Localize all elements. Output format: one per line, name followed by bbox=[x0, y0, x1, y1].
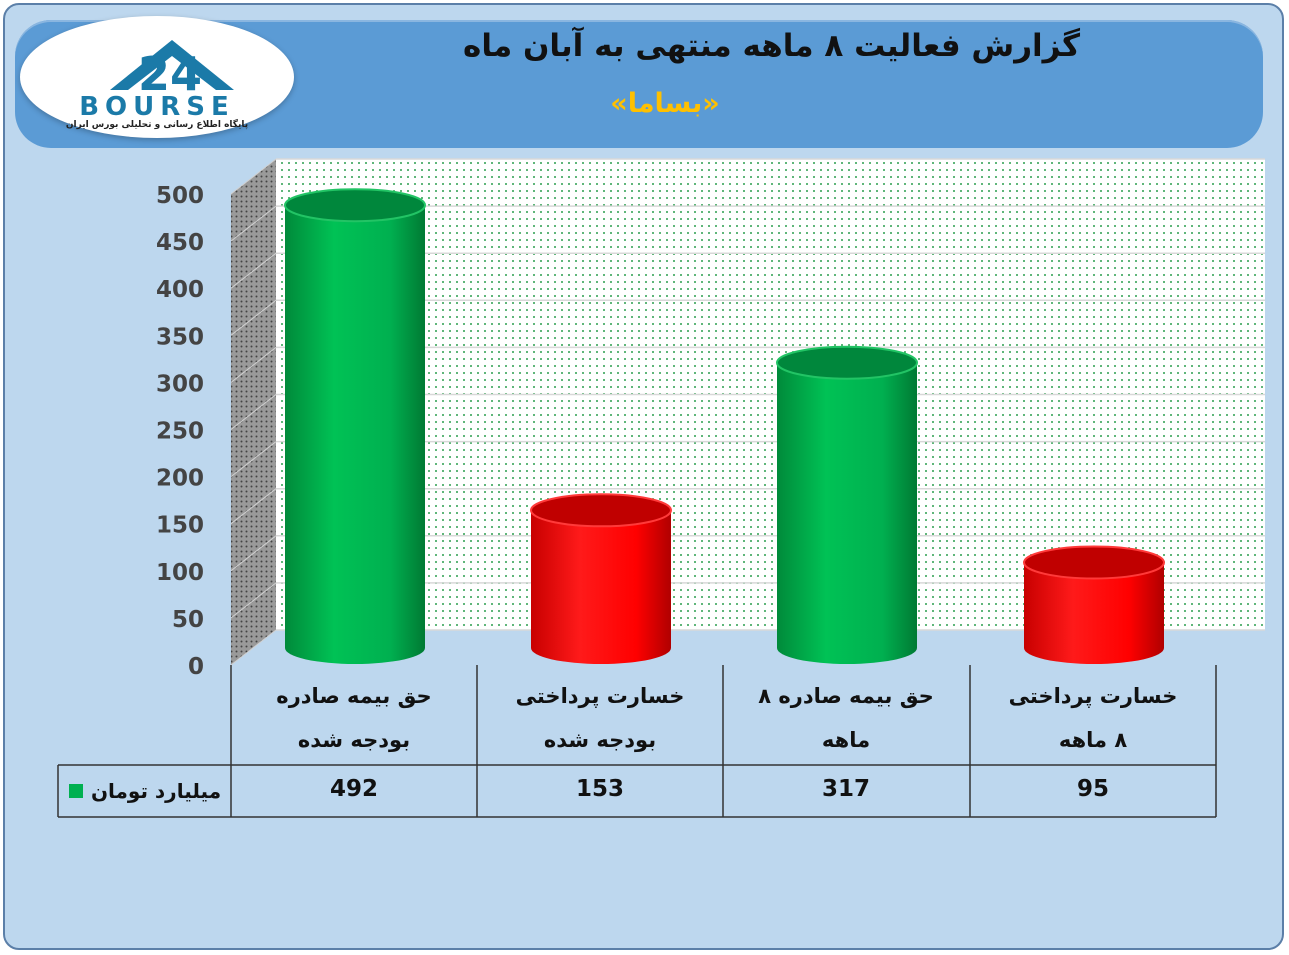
legend-key bbox=[68, 784, 83, 798]
gridline-side bbox=[230, 299, 277, 336]
bar-body bbox=[777, 362, 917, 664]
x-category-label: خسارت پرداختی بودجه شده bbox=[477, 674, 723, 762]
x-category-line: ماهه bbox=[821, 728, 871, 752]
bar bbox=[1023, 545, 1165, 664]
gridline-side bbox=[230, 158, 277, 195]
bourse24-logo: 24 BOURSE پایگاه اطلاع رسانی و تحلیلی بو… bbox=[20, 16, 294, 138]
bar bbox=[284, 188, 426, 664]
series-label: میلیارد تومان bbox=[60, 768, 230, 814]
x-category-line: حق بیمه صادره ۸ bbox=[758, 684, 934, 708]
bourse24-logo-icon: 24 bbox=[110, 40, 234, 101]
y-tick-label: 200 bbox=[156, 466, 204, 492]
logo-wordmark: BOURSE bbox=[79, 92, 235, 122]
gridline-side bbox=[230, 441, 277, 477]
svg-text:24: 24 bbox=[138, 47, 202, 101]
bar-body bbox=[1024, 562, 1164, 664]
data-table-value: 317 bbox=[821, 776, 870, 802]
series-name: میلیارد تومان bbox=[90, 779, 222, 803]
bar-top bbox=[284, 188, 426, 223]
x-category-line: بودجه شده bbox=[543, 728, 657, 752]
y-tick-label: 100 bbox=[156, 560, 204, 586]
y-tick-label: 0 bbox=[188, 654, 204, 680]
x-category-label: حق بیمه صادره بودجه شده bbox=[231, 674, 477, 762]
data-table-value: 153 bbox=[575, 776, 624, 802]
gridline-side bbox=[230, 582, 277, 619]
gridline-side bbox=[230, 535, 277, 572]
y-tick-label: 400 bbox=[156, 277, 204, 303]
bar-top bbox=[776, 345, 918, 380]
y-tick-label: 500 bbox=[156, 183, 204, 209]
y-tick-label: 350 bbox=[156, 324, 204, 350]
x-category-label: خسارت پرداختی ۸ ماهه bbox=[970, 674, 1216, 762]
gridline-side bbox=[230, 394, 277, 430]
y-tick-label: 150 bbox=[156, 513, 204, 539]
x-category-label: حق بیمه صادره ۸ ماهه bbox=[723, 674, 969, 762]
x-category-line: ۸ ماهه bbox=[1058, 728, 1128, 752]
bar bbox=[530, 493, 672, 664]
gridline-side bbox=[230, 488, 277, 525]
bar-top bbox=[530, 493, 672, 528]
gridline-side bbox=[230, 629, 277, 666]
y-tick-label: 250 bbox=[156, 419, 204, 445]
bar-top bbox=[1023, 545, 1165, 580]
chart-title: گزارش فعالیت ۸ ماهه منتهی به آبان ماه bbox=[463, 28, 1080, 64]
chart-subtitle: «بساما» bbox=[610, 88, 720, 119]
bar bbox=[776, 345, 918, 664]
bar-body bbox=[285, 205, 425, 664]
x-category-line: حق بیمه صادره bbox=[276, 684, 432, 708]
data-table-value: 492 bbox=[329, 776, 378, 802]
y-tick-label: 450 bbox=[156, 230, 204, 256]
y-tick-label: 50 bbox=[172, 607, 204, 633]
gridline-side bbox=[230, 252, 277, 289]
x-category-line: خسارت پرداختی bbox=[1008, 684, 1178, 708]
bar-body bbox=[531, 510, 671, 664]
x-category-line: خسارت پرداختی bbox=[515, 684, 685, 708]
gridline-side bbox=[230, 205, 277, 242]
data-table-value: 95 bbox=[1076, 776, 1109, 802]
gridline-side bbox=[230, 347, 277, 383]
x-category-line: بودجه شده bbox=[297, 728, 411, 752]
y-tick-label: 300 bbox=[156, 371, 204, 397]
logo-tagline: پایگاه اطلاع رسانی و تحلیلی بورس ایران bbox=[65, 120, 249, 130]
